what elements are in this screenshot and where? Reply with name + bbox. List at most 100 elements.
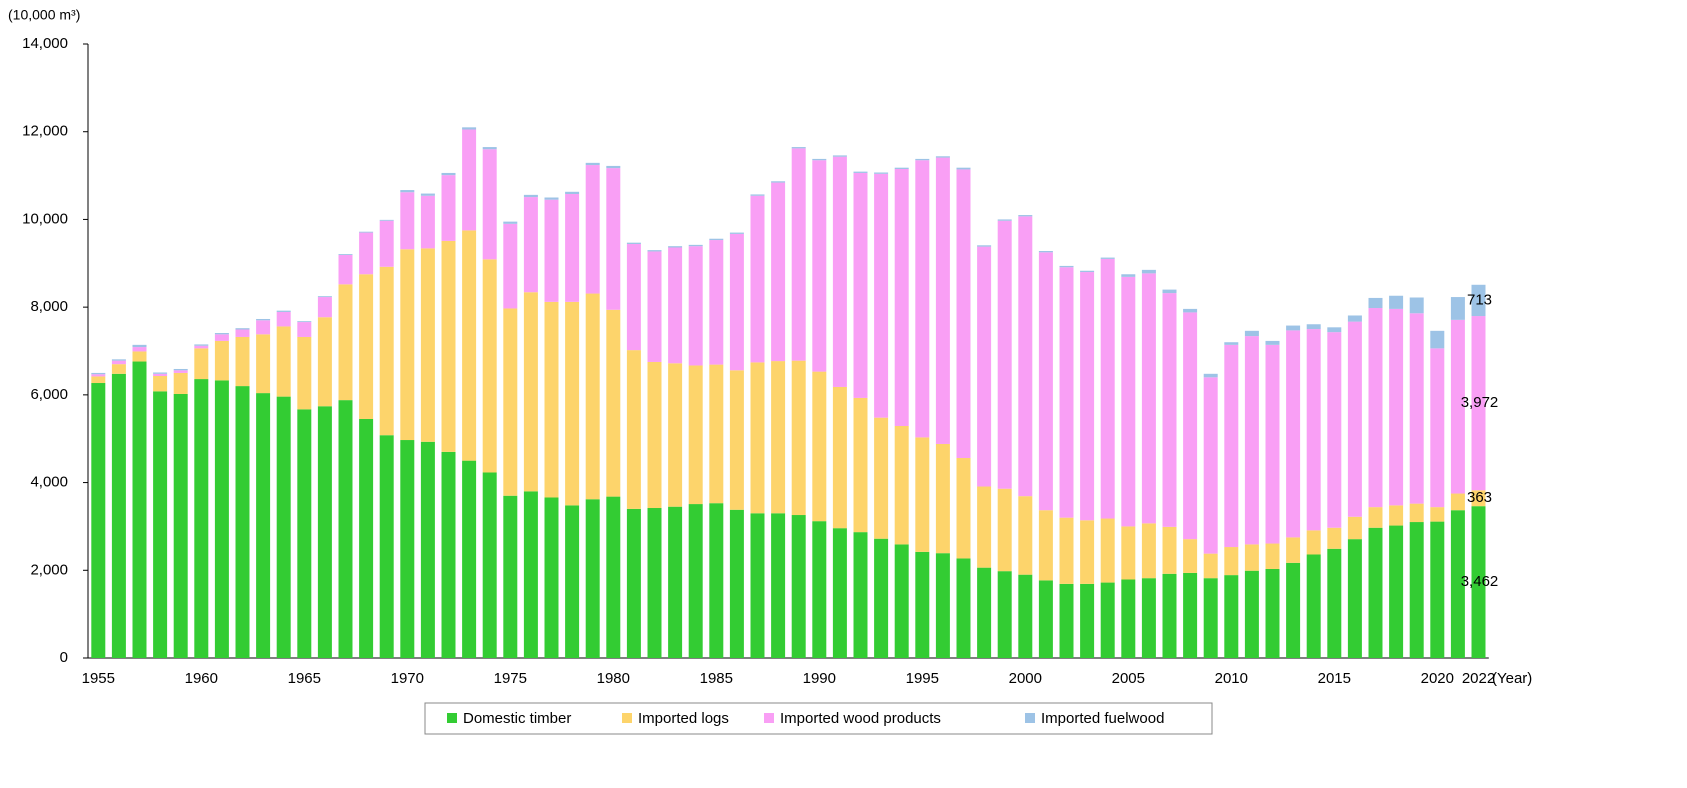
- bar-segment: [1121, 526, 1136, 580]
- bar-segment: [91, 376, 106, 384]
- y-tick-label: 4,000: [30, 474, 68, 491]
- bar-segment: [812, 158, 827, 161]
- bar-segment: [1265, 340, 1280, 345]
- bar-segment: [812, 371, 827, 522]
- x-tick-label: 1995: [906, 670, 939, 687]
- bar-segment: [1162, 526, 1177, 574]
- bar-segment: [523, 194, 538, 198]
- bar-segment: [1203, 377, 1218, 554]
- bar-segment: [832, 155, 847, 157]
- bar-segment: [276, 310, 291, 312]
- bar-segment: [585, 162, 600, 166]
- bar-segment: [1183, 312, 1198, 540]
- bar-segment: [194, 348, 209, 380]
- x-tick-label: 1975: [494, 670, 527, 687]
- bar-segment: [1368, 308, 1383, 508]
- bar-segment: [1286, 562, 1301, 658]
- bar-segment: [1162, 573, 1177, 658]
- bar-segment: [647, 250, 662, 252]
- bar-segment: [997, 571, 1012, 658]
- bar-segment: [997, 219, 1012, 221]
- bar-segment: [1327, 527, 1342, 549]
- bar-segment: [626, 350, 641, 509]
- bar-segment: [565, 301, 580, 506]
- bar-segment: [771, 513, 786, 658]
- bar-segment: [1347, 321, 1362, 517]
- bar-segment: [400, 249, 415, 441]
- bar-segment: [503, 221, 518, 224]
- bar-segment: [544, 301, 559, 498]
- bar-segment: [565, 193, 580, 302]
- bar-segment: [791, 360, 806, 516]
- bar-segment: [359, 274, 374, 419]
- bar-segment: [668, 506, 683, 658]
- bar-segment: [523, 197, 538, 293]
- bar-segment: [791, 515, 806, 658]
- bar-segment: [1100, 582, 1115, 658]
- bar-segment: [997, 488, 1012, 572]
- bar-segment: [1224, 344, 1239, 548]
- bar-segment: [1430, 507, 1445, 522]
- y-tick-label: 2,000: [30, 561, 68, 578]
- legend-swatch: [764, 713, 774, 723]
- bar-segment: [1059, 265, 1074, 268]
- bar-segment: [1038, 252, 1053, 511]
- bar-segment: [256, 393, 271, 658]
- bar-segment: [1409, 313, 1424, 504]
- bar-segment: [977, 245, 992, 247]
- bar-segment: [1080, 583, 1095, 658]
- bar-segment: [977, 567, 992, 658]
- bar-segment: [1244, 336, 1259, 545]
- bar-segment: [214, 334, 229, 341]
- bar-segment: [111, 359, 126, 361]
- bar-segment: [853, 171, 868, 173]
- bar-segment: [956, 169, 971, 459]
- bar-segment: [1100, 518, 1115, 583]
- bar-segment: [111, 364, 126, 374]
- bar-segment: [297, 322, 312, 337]
- bar-segment: [482, 259, 497, 473]
- bar-segment: [1080, 272, 1095, 521]
- bar-segment: [462, 230, 477, 461]
- bar-segment: [1450, 510, 1465, 658]
- bar-segment: [997, 220, 1012, 489]
- bar-segment: [235, 336, 250, 387]
- bar-segment: [297, 321, 312, 323]
- bar-segment: [194, 379, 209, 658]
- bar-segment: [1203, 578, 1218, 658]
- bar-segment: [1265, 543, 1280, 569]
- legend-label: Imported wood products: [780, 710, 941, 727]
- bar-segment: [235, 329, 250, 337]
- bar-segment: [1306, 329, 1321, 531]
- bar-segment: [359, 418, 374, 658]
- bar-segment: [1121, 274, 1136, 277]
- bar-segment: [832, 386, 847, 529]
- bar-segment: [276, 396, 291, 658]
- x-tick-label: 2000: [1009, 670, 1042, 687]
- bar-segment: [297, 336, 312, 410]
- bar-segment: [1183, 539, 1198, 573]
- bar-segment: [977, 246, 992, 487]
- data-label: 363: [1467, 489, 1492, 506]
- bar-segment: [544, 497, 559, 658]
- bar-segment: [153, 372, 168, 374]
- bar-segment: [1244, 544, 1259, 571]
- bar-segment: [1162, 293, 1177, 527]
- bar-segment: [441, 172, 456, 176]
- bar-segment: [626, 243, 641, 351]
- y-tick-label: 10,000: [22, 210, 68, 227]
- bar-segment: [111, 373, 126, 658]
- bar-segment: [853, 172, 868, 398]
- bar-segment: [1286, 330, 1301, 538]
- bar-segment: [482, 147, 497, 150]
- bar-segment: [317, 296, 332, 298]
- bar-segment: [1244, 330, 1259, 337]
- bar-segment: [1347, 539, 1362, 658]
- x-tick-label: 1965: [288, 670, 321, 687]
- bar-segment: [544, 197, 559, 200]
- bar-segment: [1430, 521, 1445, 658]
- bar-segment: [462, 129, 477, 231]
- bar-segment: [173, 370, 188, 373]
- bar-segment: [626, 242, 641, 244]
- bar-segment: [853, 397, 868, 533]
